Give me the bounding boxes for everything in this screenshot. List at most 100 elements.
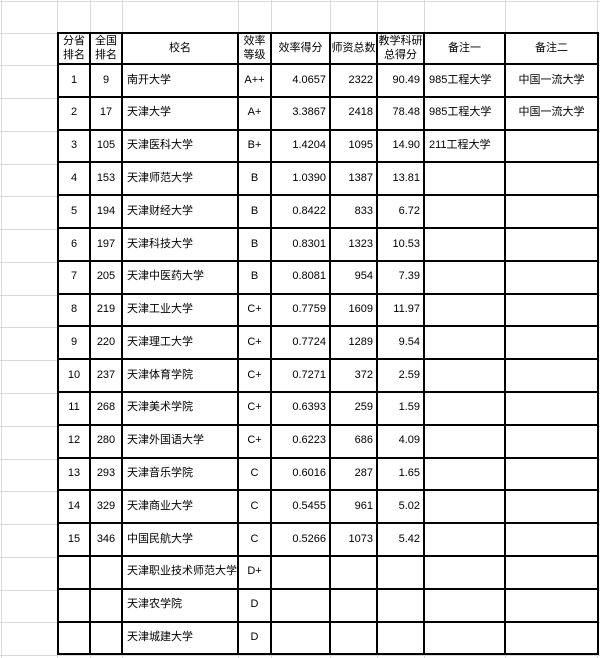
cell-teaching-research-score[interactable]: 13.81: [376, 161, 425, 197]
cell-faculty-total[interactable]: 1073: [329, 522, 378, 557]
cell-note-2[interactable]: 中国一流大学: [504, 63, 599, 98]
cell-national-rank[interactable]: 197: [89, 226, 123, 262]
cell-province-rank[interactable]: 3: [57, 128, 91, 164]
cell-efficiency-score[interactable]: 0.8301: [270, 226, 331, 262]
cell-efficiency-grade[interactable]: C: [237, 456, 272, 492]
cell-efficiency-grade[interactable]: B: [237, 259, 272, 295]
cell-province-rank[interactable]: 5: [57, 194, 91, 229]
cell-teaching-research-score[interactable]: 2.59: [376, 358, 425, 393]
header-national-rank[interactable]: 全国 排名: [89, 32, 123, 65]
cell-teaching-research-score[interactable]: 1.65: [376, 456, 425, 492]
cell-national-rank[interactable]: [89, 587, 123, 623]
cell-efficiency-grade[interactable]: C: [237, 522, 272, 557]
cell-national-rank[interactable]: 293: [89, 456, 123, 492]
cell-school-name[interactable]: 天津中医药大学: [121, 259, 239, 295]
cell-faculty-total[interactable]: [329, 554, 378, 590]
cell-national-rank[interactable]: [89, 620, 123, 656]
cell-school-name[interactable]: 天津医科大学: [121, 128, 239, 164]
cell-efficiency-score[interactable]: 0.6393: [270, 390, 331, 426]
cell-national-rank[interactable]: 205: [89, 259, 123, 295]
cell-faculty-total[interactable]: 833: [329, 194, 378, 229]
cell-note-1[interactable]: [423, 554, 506, 590]
cell-school-name[interactable]: 天津师范大学: [121, 161, 239, 197]
cell-faculty-total[interactable]: 1323: [329, 226, 378, 262]
cell-national-rank[interactable]: 268: [89, 390, 123, 426]
cell-note-1[interactable]: [423, 423, 506, 459]
cell-note-2[interactable]: [504, 128, 599, 164]
cell-province-rank[interactable]: 4: [57, 161, 91, 197]
cell-national-rank[interactable]: [89, 554, 123, 590]
cell-efficiency-score[interactable]: 0.5455: [270, 489, 331, 525]
cell-teaching-research-score[interactable]: [376, 620, 425, 656]
cell-efficiency-score[interactable]: 1.0390: [270, 161, 331, 197]
cell-efficiency-grade[interactable]: D: [237, 587, 272, 623]
cell-province-rank[interactable]: [57, 554, 91, 590]
cell-teaching-research-score[interactable]: [376, 554, 425, 590]
cell-efficiency-score[interactable]: 4.0657: [270, 63, 331, 98]
header-faculty-total[interactable]: 师资总数: [329, 32, 378, 65]
cell-note-2[interactable]: [504, 620, 599, 656]
cell-efficiency-score[interactable]: 0.7759: [270, 292, 331, 328]
cell-national-rank[interactable]: 219: [89, 292, 123, 328]
cell-school-name[interactable]: 中国民航大学: [121, 522, 239, 557]
cell-school-name[interactable]: 天津科技大学: [121, 226, 239, 262]
header-note-1[interactable]: 备注一: [423, 32, 506, 65]
cell-school-name[interactable]: 天津财经大学: [121, 194, 239, 229]
cell-teaching-research-score[interactable]: 14.90: [376, 128, 425, 164]
cell-province-rank[interactable]: 1: [57, 63, 91, 98]
cell-school-name[interactable]: 天津理工大学: [121, 325, 239, 361]
cell-note-1[interactable]: 985工程大学: [423, 63, 506, 98]
cell-national-rank[interactable]: 237: [89, 358, 123, 393]
cell-province-rank[interactable]: 10: [57, 358, 91, 393]
cell-efficiency-score[interactable]: [270, 587, 331, 623]
cell-province-rank[interactable]: 12: [57, 423, 91, 459]
cell-efficiency-grade[interactable]: D: [237, 620, 272, 656]
cell-national-rank[interactable]: 329: [89, 489, 123, 525]
cell-efficiency-grade[interactable]: B: [237, 226, 272, 262]
cell-school-name[interactable]: 天津农学院: [121, 587, 239, 623]
cell-school-name[interactable]: 天津美术学院: [121, 390, 239, 426]
cell-province-rank[interactable]: 8: [57, 292, 91, 328]
cell-efficiency-score[interactable]: 0.7271: [270, 358, 331, 393]
cell-note-2[interactable]: [504, 194, 599, 229]
cell-national-rank[interactable]: 220: [89, 325, 123, 361]
cell-province-rank[interactable]: 13: [57, 456, 91, 492]
cell-school-name[interactable]: 天津工业大学: [121, 292, 239, 328]
cell-note-2[interactable]: [504, 456, 599, 492]
cell-note-2[interactable]: [504, 522, 599, 557]
cell-province-rank[interactable]: 14: [57, 489, 91, 525]
cell-efficiency-score[interactable]: [270, 620, 331, 656]
cell-efficiency-score[interactable]: 0.6016: [270, 456, 331, 492]
cell-school-name[interactable]: 天津外国语大学: [121, 423, 239, 459]
cell-faculty-total[interactable]: 686: [329, 423, 378, 459]
cell-efficiency-grade[interactable]: C+: [237, 358, 272, 393]
cell-teaching-research-score[interactable]: 6.72: [376, 194, 425, 229]
cell-province-rank[interactable]: 6: [57, 226, 91, 262]
cell-faculty-total[interactable]: 1609: [329, 292, 378, 328]
header-school-name[interactable]: 校名: [121, 32, 239, 65]
cell-faculty-total[interactable]: 1387: [329, 161, 378, 197]
cell-national-rank[interactable]: 9: [89, 63, 123, 98]
cell-note-1[interactable]: [423, 390, 506, 426]
cell-efficiency-score[interactable]: 0.6223: [270, 423, 331, 459]
cell-province-rank[interactable]: 9: [57, 325, 91, 361]
cell-note-1[interactable]: [423, 194, 506, 229]
cell-teaching-research-score[interactable]: 4.09: [376, 423, 425, 459]
cell-note-1[interactable]: [423, 325, 506, 361]
cell-national-rank[interactable]: 346: [89, 522, 123, 557]
cell-efficiency-grade[interactable]: B: [237, 161, 272, 197]
header-efficiency-grade[interactable]: 效率 等级: [237, 32, 272, 65]
cell-national-rank[interactable]: 194: [89, 194, 123, 229]
cell-teaching-research-score[interactable]: 5.42: [376, 522, 425, 557]
cell-province-rank[interactable]: 2: [57, 95, 91, 131]
cell-faculty-total[interactable]: 1095: [329, 128, 378, 164]
cell-faculty-total[interactable]: [329, 620, 378, 656]
cell-national-rank[interactable]: 105: [89, 128, 123, 164]
cell-school-name[interactable]: 天津商业大学: [121, 489, 239, 525]
cell-note-2[interactable]: [504, 226, 599, 262]
cell-note-2[interactable]: [504, 325, 599, 361]
cell-efficiency-grade[interactable]: A+: [237, 95, 272, 131]
cell-note-1[interactable]: [423, 259, 506, 295]
cell-national-rank[interactable]: 17: [89, 95, 123, 131]
header-note-2[interactable]: 备注二: [504, 32, 599, 65]
